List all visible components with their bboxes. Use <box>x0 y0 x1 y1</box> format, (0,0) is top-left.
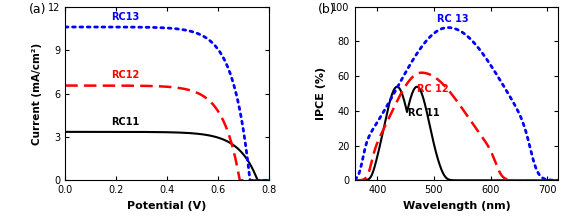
Text: (a): (a) <box>28 3 46 16</box>
Text: RC 11: RC 11 <box>408 108 440 118</box>
Y-axis label: Current (mA/cm²): Current (mA/cm²) <box>32 43 43 144</box>
Y-axis label: IPCE (%): IPCE (%) <box>316 67 326 120</box>
Text: RC13: RC13 <box>111 12 139 22</box>
Text: RC 13: RC 13 <box>437 14 468 24</box>
Text: RC12: RC12 <box>111 70 139 80</box>
X-axis label: Wavelength (nm): Wavelength (nm) <box>403 201 510 211</box>
Text: (b): (b) <box>318 3 336 16</box>
X-axis label: Potential (V): Potential (V) <box>128 201 207 211</box>
Text: RC 12: RC 12 <box>417 84 448 94</box>
Text: RC11: RC11 <box>111 117 139 127</box>
